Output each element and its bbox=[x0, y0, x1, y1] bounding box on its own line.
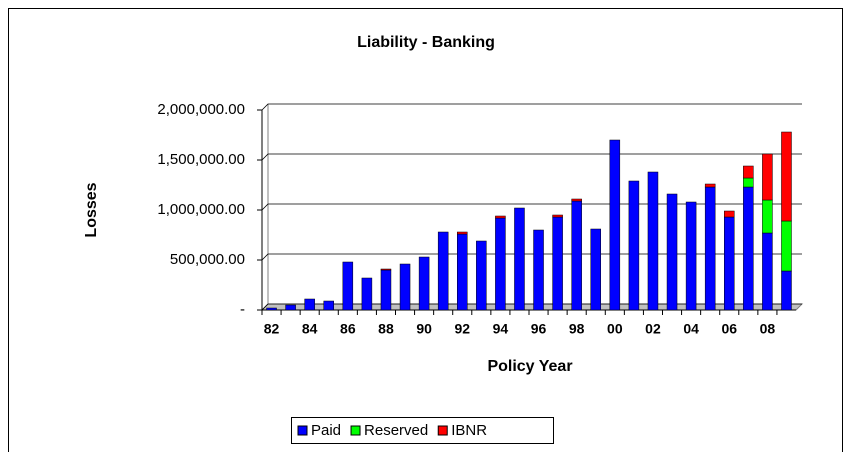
x-tick-label: 96 bbox=[531, 321, 547, 337]
bar-segment bbox=[552, 214, 563, 218]
y-tick-label: 1,000,000.00 bbox=[157, 201, 245, 218]
bar-segment bbox=[457, 233, 468, 311]
x-tick-label: 90 bbox=[416, 321, 432, 337]
x-tick-label: 98 bbox=[569, 321, 585, 337]
bar-segment bbox=[266, 307, 277, 311]
y-tick-label: - bbox=[240, 301, 245, 318]
y-tick-label: 1,500,000.00 bbox=[157, 151, 245, 168]
bar-segment bbox=[304, 298, 315, 311]
bar-segment bbox=[743, 177, 754, 188]
bar-segment bbox=[514, 207, 525, 311]
bar-segment bbox=[609, 139, 621, 311]
bar-segment bbox=[399, 263, 411, 311]
bar-segment bbox=[495, 217, 506, 311]
bar-segment bbox=[533, 229, 544, 311]
x-tick-label: 88 bbox=[378, 321, 394, 337]
y-tick-label: 2,000,000.00 bbox=[157, 101, 245, 118]
bar-segment bbox=[647, 171, 659, 311]
bar-segment bbox=[762, 199, 773, 234]
bar-segment bbox=[418, 256, 430, 311]
bar-segment bbox=[380, 269, 392, 311]
x-tick-label: 84 bbox=[302, 321, 318, 337]
bar-segment bbox=[571, 198, 582, 202]
x-tick-label: 82 bbox=[264, 321, 280, 337]
bar-segment bbox=[342, 261, 354, 311]
bar-segment bbox=[323, 300, 334, 311]
bar-segment bbox=[743, 186, 754, 311]
grid-line bbox=[261, 303, 802, 311]
bar-segment bbox=[628, 180, 640, 311]
legend-label: IBNR bbox=[451, 422, 487, 439]
bar-segment bbox=[781, 270, 792, 311]
x-tick-label: 92 bbox=[454, 321, 470, 337]
x-tick-label: 06 bbox=[721, 321, 737, 337]
legend-box bbox=[291, 417, 554, 444]
x-tick-label: 00 bbox=[607, 321, 623, 337]
bar-segment bbox=[743, 165, 754, 179]
chart-border bbox=[8, 8, 843, 452]
bar-segment bbox=[762, 153, 773, 201]
bar-segment bbox=[724, 210, 735, 218]
y-axis-title: Losses bbox=[83, 182, 100, 237]
bar-segment bbox=[495, 215, 506, 219]
grid-line bbox=[261, 253, 802, 261]
legend-swatch bbox=[437, 425, 448, 436]
legend-swatch bbox=[350, 425, 361, 436]
x-tick-label: 04 bbox=[683, 321, 699, 337]
x-axis-title: Policy Year bbox=[487, 358, 572, 375]
chart-title: Liability - Banking bbox=[357, 34, 495, 51]
grid-line bbox=[261, 103, 802, 111]
bar-segment bbox=[437, 231, 449, 311]
grid-line bbox=[261, 203, 802, 211]
bar-segment bbox=[781, 220, 792, 272]
bar-segment bbox=[380, 268, 392, 271]
x-tick-label: 86 bbox=[340, 321, 356, 337]
bar-segment bbox=[724, 216, 735, 311]
legend-swatch bbox=[297, 425, 308, 436]
bar-segment bbox=[285, 304, 296, 311]
bar-segment bbox=[476, 240, 487, 311]
bar-segment bbox=[685, 201, 697, 311]
x-tick-label: 08 bbox=[760, 321, 776, 337]
bar-segment bbox=[704, 186, 716, 311]
bar-segment bbox=[666, 193, 678, 311]
bar-segment bbox=[590, 228, 601, 311]
bar-segment bbox=[457, 231, 468, 235]
x-tick-label: 94 bbox=[493, 321, 509, 337]
bar-segment bbox=[552, 216, 563, 311]
bar-segment bbox=[571, 200, 582, 311]
bar-segment bbox=[361, 277, 373, 311]
bar-segment bbox=[762, 232, 773, 311]
legend-label: Paid bbox=[311, 422, 341, 439]
x-tick-label: 02 bbox=[645, 321, 661, 337]
legend-label: Reserved bbox=[364, 422, 428, 439]
y-tick-label: 500,000.00 bbox=[170, 251, 245, 268]
bar-segment bbox=[781, 131, 792, 222]
grid-line bbox=[261, 153, 802, 161]
bar-segment bbox=[704, 183, 716, 188]
